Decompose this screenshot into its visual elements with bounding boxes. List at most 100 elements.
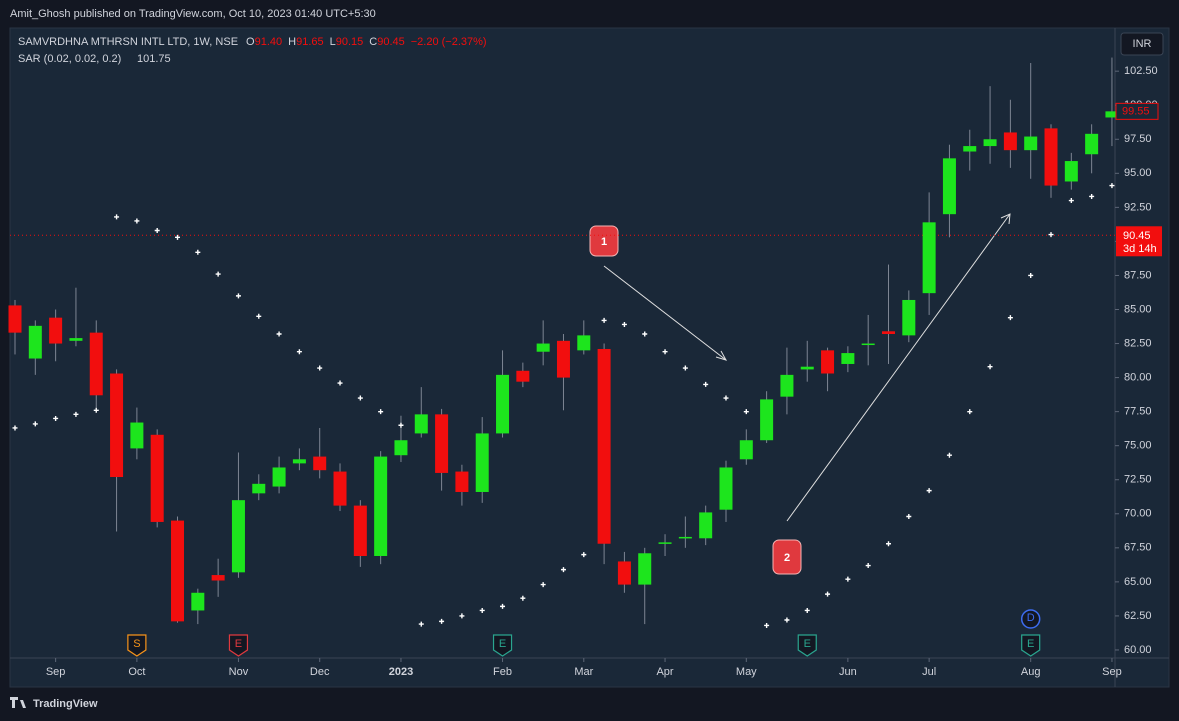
arrow	[786, 213, 1011, 522]
x-tick-label: 2023	[389, 666, 413, 678]
sar-dot	[32, 421, 38, 427]
sar-dot	[926, 488, 932, 494]
candle-body	[394, 440, 408, 456]
y-tick-label: 60.00	[1124, 644, 1152, 656]
brand: TradingView	[33, 698, 98, 710]
candle-body	[414, 414, 428, 434]
sar-dot	[73, 411, 79, 417]
sar-dot	[1028, 272, 1034, 278]
candle-body	[89, 332, 103, 396]
sar-dot	[906, 514, 912, 520]
sar-dot	[845, 576, 851, 582]
arrow-head	[1000, 213, 1011, 225]
candle-body	[556, 340, 570, 378]
chart-frame	[9, 27, 1170, 688]
arrow-head	[715, 350, 728, 361]
indicator-value: 101.75	[137, 53, 171, 65]
legend-key: C	[369, 36, 377, 48]
legend-value: 90.15	[336, 36, 364, 48]
symbol: SAMVRDHNA MTHRSN INTL LTD, 1W, NSE O91.40…	[18, 36, 487, 48]
sar-dot	[93, 407, 99, 413]
candle-body	[435, 414, 449, 473]
sar-dot	[256, 313, 262, 319]
sar-dot	[865, 563, 871, 569]
price-line-box	[1116, 226, 1162, 257]
legend-change: −2.20 (−2.37%)	[411, 36, 487, 48]
sar-dot	[1048, 232, 1054, 238]
x-tick-label: Sep	[46, 666, 66, 678]
candle-body	[28, 325, 42, 359]
event-label: E	[804, 638, 811, 650]
x-tick-label: Feb	[493, 666, 512, 678]
sar-dot	[276, 331, 282, 337]
sar-dot	[175, 234, 181, 240]
candle-body	[780, 374, 794, 397]
sar-dot	[114, 214, 120, 220]
sar-dot	[378, 409, 384, 415]
sar-dot	[601, 317, 607, 323]
sar-dot	[439, 618, 445, 624]
candle-body	[110, 373, 124, 478]
sar-dot	[621, 321, 627, 327]
candle-body	[922, 222, 936, 294]
x-tick-label: Nov	[229, 666, 249, 678]
y-tick-label: 102.50	[1124, 65, 1158, 77]
sar-dot	[154, 228, 160, 234]
y-tick-label: 85.00	[1124, 303, 1152, 315]
candle-body	[475, 433, 489, 492]
event-label: E	[1027, 638, 1034, 650]
legend-value: 91.40	[255, 36, 283, 48]
sar-dot	[357, 395, 363, 401]
candle-body	[211, 575, 225, 581]
candle-body	[130, 422, 144, 449]
y-tick-label: 87.50	[1124, 269, 1152, 281]
y-tick-label: 72.50	[1124, 474, 1152, 486]
y-tick-label: 70.00	[1124, 508, 1152, 520]
x-tick-label: Oct	[128, 666, 145, 678]
sar-dot	[500, 603, 506, 609]
candle-body	[881, 331, 895, 335]
sar-dot	[459, 613, 465, 619]
candle-body	[800, 366, 814, 370]
sar-dot	[1109, 183, 1115, 189]
candle-body	[1024, 136, 1038, 151]
candle-body	[902, 299, 916, 336]
sar-dot	[703, 381, 709, 387]
candle-body	[719, 467, 733, 510]
sar-dot	[1068, 198, 1074, 204]
last-price-box	[1115, 102, 1159, 120]
x-tick-label: May	[736, 666, 757, 678]
x-tick-label: Apr	[656, 666, 673, 678]
candle-body	[1105, 111, 1119, 118]
sar-dot	[987, 364, 993, 370]
sar-dot	[418, 621, 424, 627]
x-tick-label: Jun	[839, 666, 857, 678]
y-tick-label: 80.00	[1124, 371, 1152, 383]
sar-dot	[53, 415, 59, 421]
sar-dot	[1089, 193, 1095, 199]
price-line-label: 90.45	[1123, 230, 1151, 242]
y-tick-label: 92.50	[1124, 201, 1152, 213]
sar-dot	[1007, 315, 1013, 321]
event-label: E	[499, 638, 506, 650]
y-tick-label: 75.00	[1124, 440, 1152, 452]
candle-body	[49, 317, 63, 344]
candle-body	[658, 542, 672, 544]
sar-dot	[885, 541, 891, 547]
y-tick-label: 67.50	[1124, 542, 1152, 554]
candle-body	[638, 553, 652, 585]
event-marker	[228, 634, 249, 657]
sar-dot	[134, 218, 140, 224]
candle-body	[861, 343, 875, 346]
legend: SAMVRDHNA MTHRSN INTL LTD, 1W, NSE O91.40…	[18, 36, 487, 48]
candle-body	[496, 374, 510, 434]
sar-dot	[296, 349, 302, 355]
candle-body	[597, 348, 611, 544]
legend-value: 91.65	[296, 36, 324, 48]
event-marker	[1020, 609, 1041, 629]
legend-key: H	[288, 36, 296, 48]
candle-body	[983, 139, 997, 147]
candle-body	[1064, 161, 1078, 182]
